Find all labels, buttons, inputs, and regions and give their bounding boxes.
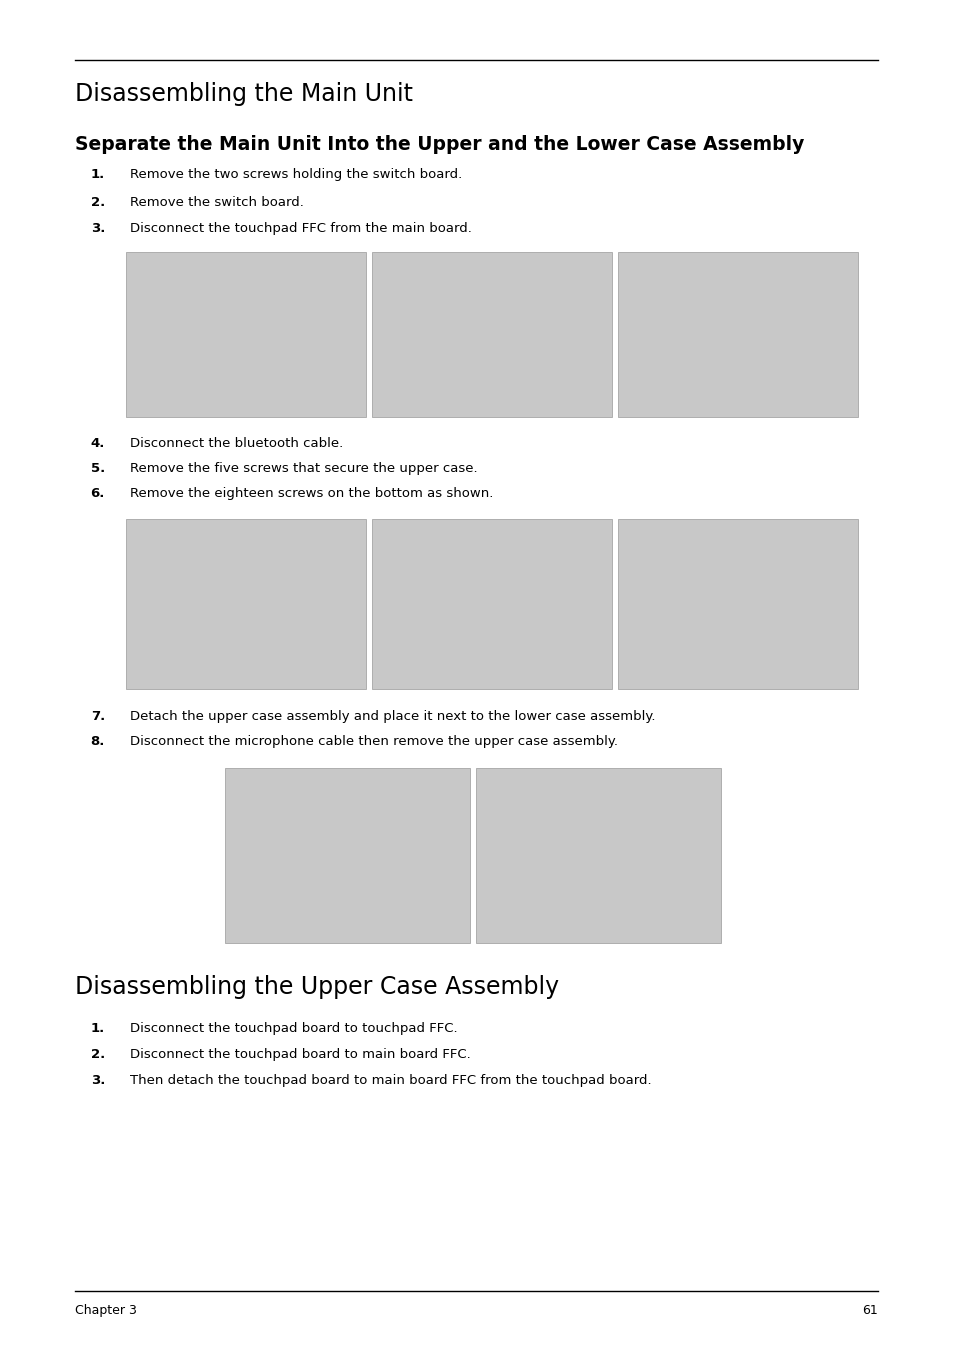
Text: Disconnect the touchpad board to main board FFC.: Disconnect the touchpad board to main bo… — [130, 1048, 470, 1061]
Text: 8.: 8. — [91, 735, 105, 748]
Text: Remove the five screws that secure the upper case.: Remove the five screws that secure the u… — [130, 462, 477, 476]
Text: Disconnect the microphone cable then remove the upper case assembly.: Disconnect the microphone cable then rem… — [130, 735, 618, 748]
Bar — [476, 767, 720, 943]
Text: Then detach the touchpad board to main board FFC from the touchpad board.: Then detach the touchpad board to main b… — [130, 1074, 651, 1088]
Text: 4.: 4. — [91, 436, 105, 450]
Text: 1.: 1. — [91, 1021, 105, 1035]
Text: Remove the eighteen screws on the bottom as shown.: Remove the eighteen screws on the bottom… — [130, 486, 493, 500]
Text: 2.: 2. — [91, 1048, 105, 1061]
Text: 3.: 3. — [91, 1074, 105, 1088]
Text: Detach the upper case assembly and place it next to the lower case assembly.: Detach the upper case assembly and place… — [130, 711, 655, 723]
Text: Disconnect the touchpad board to touchpad FFC.: Disconnect the touchpad board to touchpa… — [130, 1021, 457, 1035]
Bar — [126, 519, 366, 689]
Bar — [618, 519, 857, 689]
Text: Separate the Main Unit Into the Upper and the Lower Case Assembly: Separate the Main Unit Into the Upper an… — [75, 135, 803, 154]
Text: Disassembling the Upper Case Assembly: Disassembling the Upper Case Assembly — [75, 975, 558, 998]
Text: 6.: 6. — [91, 486, 105, 500]
Text: Remove the two screws holding the switch board.: Remove the two screws holding the switch… — [130, 168, 462, 181]
Text: 2.: 2. — [91, 196, 105, 209]
Text: 7.: 7. — [91, 711, 105, 723]
Text: Disassembling the Main Unit: Disassembling the Main Unit — [75, 82, 413, 105]
Bar — [225, 767, 470, 943]
Text: Disconnect the touchpad FFC from the main board.: Disconnect the touchpad FFC from the mai… — [130, 222, 472, 235]
Text: Remove the switch board.: Remove the switch board. — [130, 196, 304, 209]
Text: Chapter 3: Chapter 3 — [75, 1304, 136, 1317]
Text: 1.: 1. — [91, 168, 105, 181]
Bar — [372, 519, 612, 689]
Bar — [372, 253, 612, 417]
Text: Disconnect the bluetooth cable.: Disconnect the bluetooth cable. — [130, 436, 343, 450]
Text: 3.: 3. — [91, 222, 105, 235]
Bar — [618, 253, 857, 417]
Bar — [126, 253, 366, 417]
Text: 61: 61 — [862, 1304, 877, 1317]
Text: 5.: 5. — [91, 462, 105, 476]
